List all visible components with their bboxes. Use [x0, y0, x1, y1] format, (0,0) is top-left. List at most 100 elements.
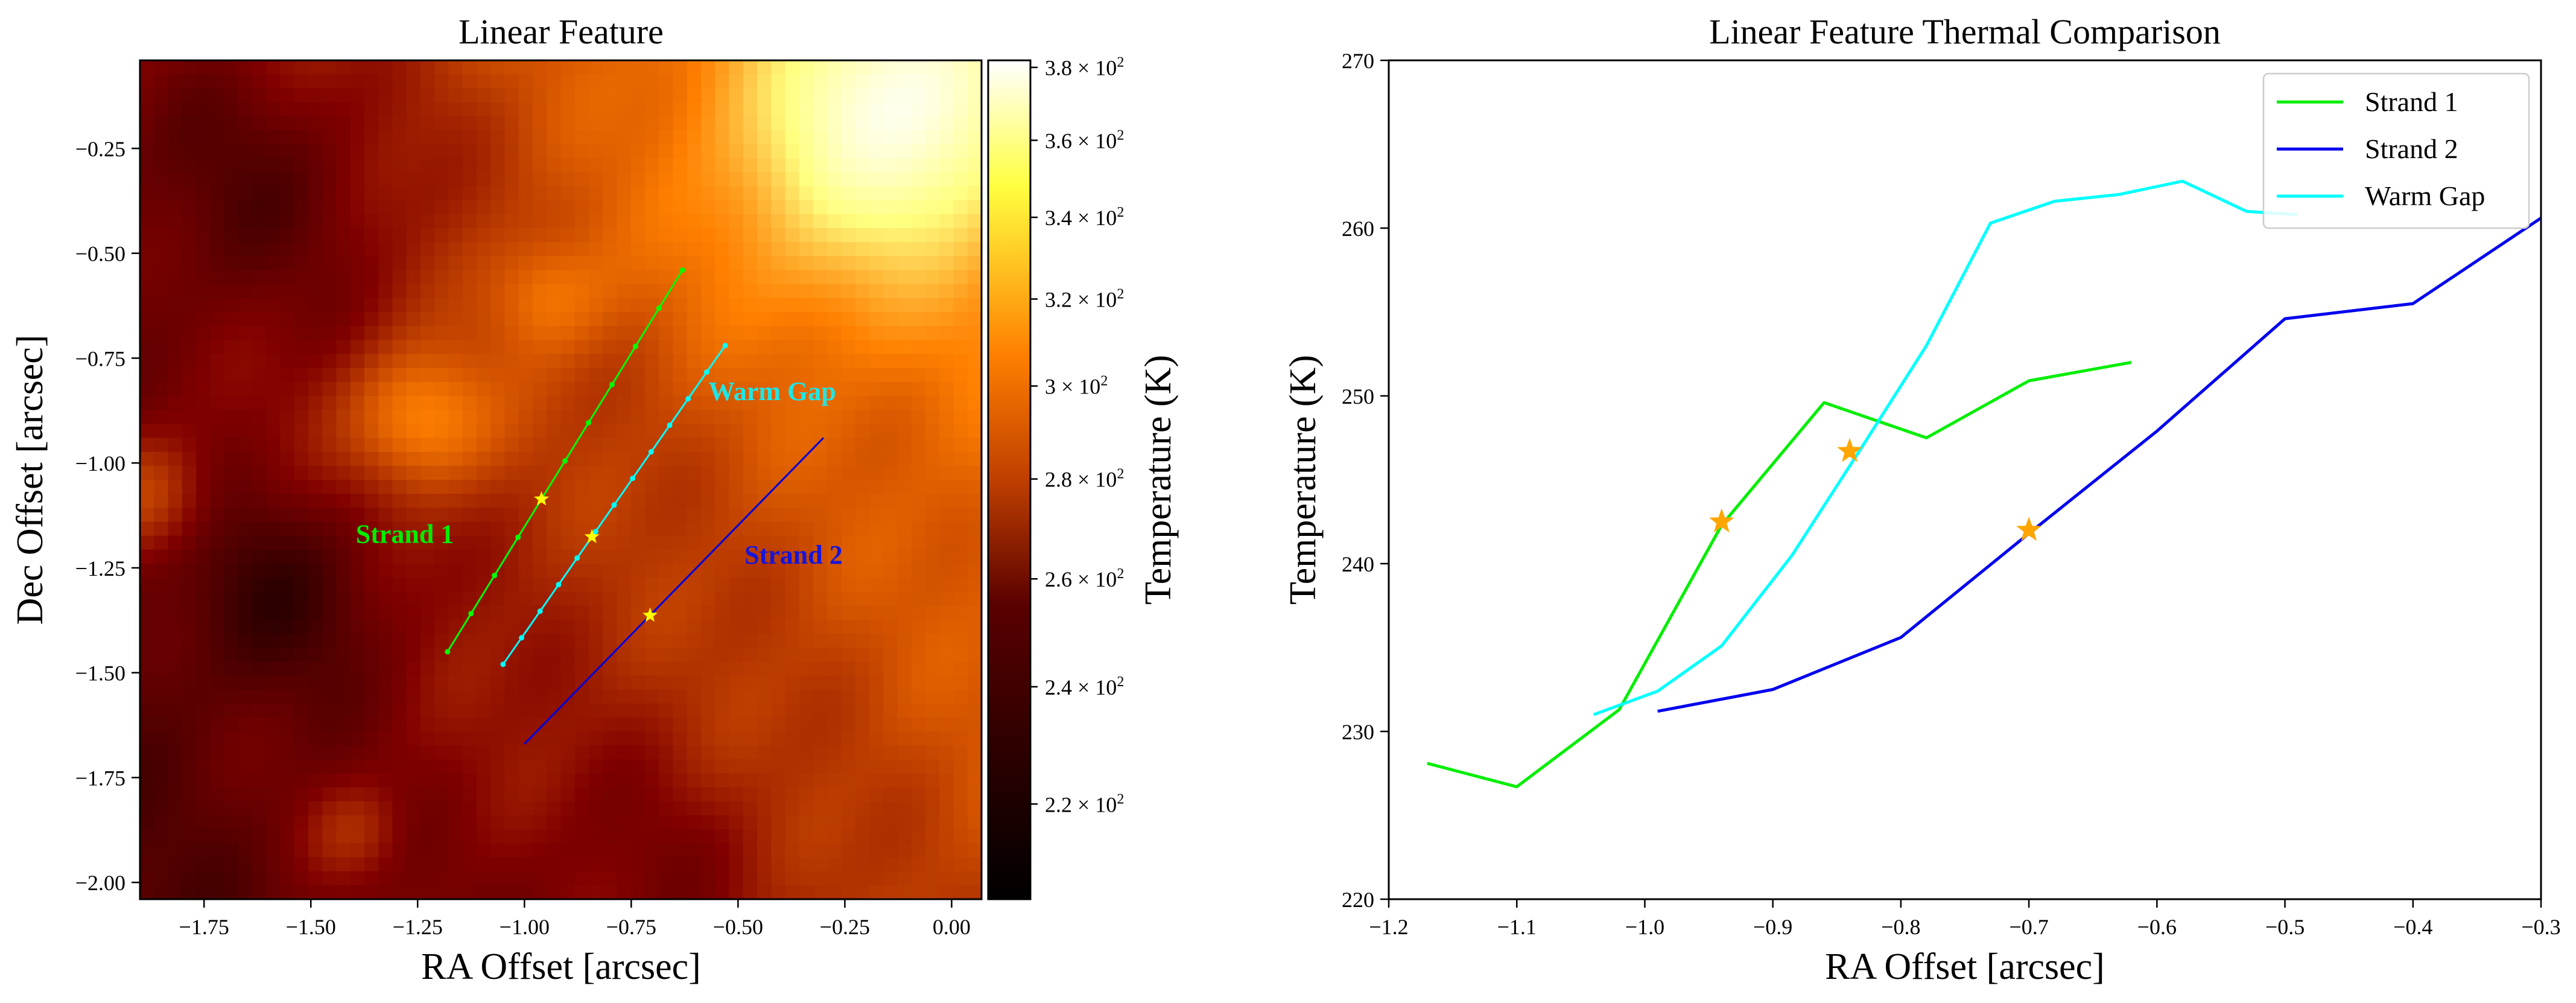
heatmap-cell [266, 675, 281, 690]
heatmap-cell [434, 270, 449, 285]
heatmap-cell [533, 633, 547, 648]
heatmap-cell [701, 200, 715, 215]
heatmap-cell [911, 368, 926, 383]
heatmap-cell [701, 773, 715, 788]
heatmap-cell [911, 228, 926, 243]
heatmap-cell [350, 298, 365, 313]
heatmap-cell [574, 521, 589, 537]
heatmap-cell [252, 354, 267, 369]
heatmap-cell [574, 381, 589, 396]
heatmap-cell [266, 451, 281, 466]
heatmap-cell [448, 801, 463, 816]
heatmap-cell [182, 843, 197, 858]
heatmap-cell [813, 521, 828, 537]
heatmap-cell [518, 186, 533, 201]
heatmap-cell [504, 871, 519, 886]
heatmap-cell [336, 605, 351, 620]
heatmap-cell [855, 326, 870, 340]
heatmap-cell [392, 116, 407, 131]
heatmap-cell [925, 60, 940, 75]
heatmap-cell [364, 731, 379, 746]
heatmap-cell [827, 661, 842, 676]
heatmap-cell [855, 619, 870, 634]
heatmap-cell [518, 787, 533, 802]
heatmap-cell [140, 633, 154, 648]
heatmap-cell [729, 60, 744, 75]
heatmap-cell [953, 480, 968, 494]
heatmap-cell [252, 326, 267, 340]
heatmap-cell [477, 340, 491, 355]
heatmap-cell [939, 186, 954, 201]
heatmap-cell [925, 549, 940, 564]
heatmap-cell [378, 731, 393, 746]
heatmap-cell [630, 843, 646, 858]
strand-point [500, 661, 506, 667]
heatmap-cell [533, 242, 547, 256]
heatmap-cell [630, 829, 646, 844]
heatmap-cell [336, 549, 351, 564]
heatmap-cell [210, 549, 225, 564]
heatmap-cell [280, 172, 295, 187]
heatmap-cell [967, 354, 982, 369]
x-tick-label: −0.4 [2393, 915, 2432, 939]
heatmap-cell [336, 368, 351, 383]
heatmap-cell [448, 410, 463, 424]
heatmap-cell [827, 396, 842, 410]
heatmap-cell [715, 787, 730, 802]
heatmap-cell [771, 368, 786, 383]
heatmap-cell [743, 186, 758, 201]
heatmap-cell [547, 871, 562, 886]
heatmap-cell [785, 633, 800, 648]
heatmap-cell [574, 465, 589, 480]
heatmap-cell [336, 116, 351, 131]
heatmap-cell [252, 605, 267, 620]
heatmap-cell [953, 451, 968, 466]
heatmap-cell [574, 885, 589, 899]
heatmap-cell [589, 88, 603, 103]
heatmap-cell [252, 801, 267, 816]
heatmap-cell [490, 410, 506, 424]
heatmap-cell [673, 312, 688, 326]
heatmap-cell [813, 354, 828, 369]
heatmap-cell [420, 703, 435, 718]
heatmap-cell [547, 200, 562, 215]
heatmap-cell [799, 605, 814, 620]
heatmap-cell [715, 815, 730, 830]
heatmap-cell [953, 745, 968, 760]
heatmap-cell [462, 270, 477, 285]
heatmap-cell [224, 312, 239, 326]
heatmap-cell [603, 340, 618, 355]
heatmap-cell [617, 648, 632, 662]
strand-layer [445, 267, 825, 745]
y-tick-label: −0.50 [75, 242, 125, 266]
heatmap-cell [322, 424, 337, 439]
heatmap-cell [210, 284, 225, 299]
heatmap-cell [210, 787, 225, 802]
heatmap-cell [701, 242, 715, 256]
heatmap-cell [617, 60, 632, 75]
heatmap-cells [140, 60, 982, 899]
heatmap-cell [336, 130, 351, 145]
heatmap-cell [729, 200, 744, 215]
heatmap-cell [869, 535, 884, 550]
heatmap-cell [154, 731, 169, 746]
heatmap-cell [841, 857, 856, 872]
heatmap-cell [911, 326, 926, 340]
heatmap-cell [462, 438, 477, 453]
heatmap-cell [757, 74, 772, 89]
heatmap-cell [939, 857, 954, 872]
heatmap-cell [434, 564, 449, 578]
heatmap-cell [477, 857, 491, 872]
heatmap-cell [827, 381, 842, 396]
heatmap-cell [518, 829, 533, 844]
heatmap-cell [477, 605, 491, 620]
heatmap-cell [140, 312, 154, 326]
heatmap-cell [967, 549, 982, 564]
heatmap-cell [518, 675, 533, 690]
heatmap-cell [560, 88, 576, 103]
heatmap-cell [238, 508, 253, 523]
heatmap-cell [925, 787, 940, 802]
heatmap-cell [547, 451, 562, 466]
heatmap-cell [434, 326, 449, 340]
heatmap-cell [378, 326, 393, 340]
